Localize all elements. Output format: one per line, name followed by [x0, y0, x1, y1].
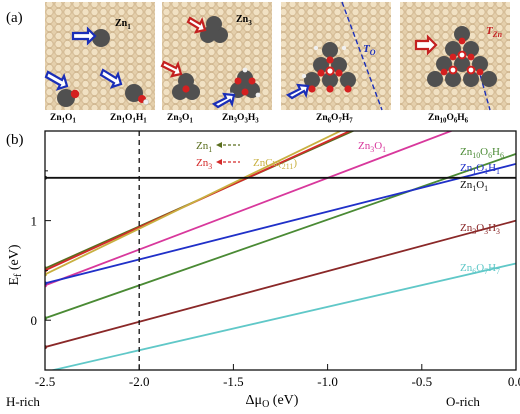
series-label-zn3o1: Zn3O1	[358, 140, 386, 154]
series-line-zncu211	[45, 131, 343, 276]
series-line-zn1o1h1	[45, 162, 516, 285]
mirror-line	[341, 1, 383, 111]
series-label-zn1: Zn1	[196, 140, 212, 154]
tile-2: Zn3 Zn3O1 Zn3O3H3	[160, 2, 272, 125]
series-label-zn1o1h1: Zn1O1H1	[460, 162, 500, 176]
series-line-zn3o3h3	[45, 219, 516, 348]
blue-arrow-icon	[99, 68, 123, 89]
x-tick-label: -2.5	[35, 374, 56, 389]
hydrogen-atom	[143, 99, 149, 105]
y-tick-label: 1	[31, 214, 38, 229]
x-tick-label: -1.0	[317, 374, 338, 389]
annotation-h-rich: H-rich	[6, 394, 40, 409]
tile-1: Zn1 Zn1O1 Zn1O1H1	[44, 2, 155, 125]
label-zn1: Zn1	[115, 18, 131, 31]
x-tick-label: 0.0	[508, 374, 520, 389]
zn-atom	[92, 29, 110, 47]
series-label-zn6o7h7: Zn6O7H7	[460, 262, 500, 276]
plot-area: -2.5 -2.0 -1.5 -1.0 -0.5 0.0 0 1 Zn1 Zn3 ZnCu(21…	[31, 130, 520, 389]
blue-arrow-icon	[71, 26, 97, 46]
series-label-zn10o6h6: Zn10O6H6	[460, 146, 504, 160]
x-axis-label: ΔμO (eV)	[246, 393, 299, 410]
arrowhead-icon	[216, 159, 222, 165]
series-line-zn3o1	[45, 131, 454, 287]
series-line-zn10o6h6	[45, 153, 516, 320]
y-axis-label: Ef (eV)	[7, 244, 24, 285]
red-arrow-icon	[414, 34, 438, 56]
series-line-zn6o7h7	[49, 262, 516, 370]
series-label-zn1o1: Zn1O1	[460, 179, 488, 193]
x-tick-label: -2.0	[129, 374, 150, 389]
blue-arrow-icon	[44, 70, 69, 91]
label-zn6o7h7: Zn6O7H7	[316, 113, 353, 125]
arrowhead-icon	[216, 142, 222, 148]
label-zn1o1: Zn1O1	[50, 113, 76, 125]
red-arrow-icon	[186, 16, 207, 34]
tile-4: TZn Zn10O6H6	[400, 2, 510, 125]
oxygen-atom	[70, 89, 80, 99]
label-zn3o1: Zn3O1	[167, 113, 193, 125]
label-zn3: Zn3	[236, 14, 252, 27]
panel-b-label: (b)	[6, 132, 24, 148]
plot-frame	[44, 130, 517, 371]
panel-a-label: (a)	[6, 10, 23, 26]
label-zn10o6h6: Zn10O6H6	[428, 113, 469, 125]
red-arrow-icon	[160, 60, 183, 78]
x-tick-label: -1.5	[223, 374, 244, 389]
blue-arrow-icon	[211, 92, 236, 109]
y-tick-label: 0	[31, 313, 38, 328]
series-label-zncu211: ZnCu(211)	[253, 157, 297, 171]
annotation-o-rich: O-rich	[446, 394, 480, 409]
blue-arrow-icon	[285, 83, 310, 100]
tile-3: TO Zn6O7H7	[281, 1, 391, 125]
x-tick-label: -0.5	[412, 374, 433, 389]
label-zn1o1h1: Zn1O1H1	[110, 113, 147, 125]
label-zn3o3h3: Zn3O3H3	[222, 113, 259, 125]
series-label-zn3o3h3: Zn3O3H3	[460, 222, 500, 236]
series-label-zn3: Zn3	[196, 157, 212, 171]
